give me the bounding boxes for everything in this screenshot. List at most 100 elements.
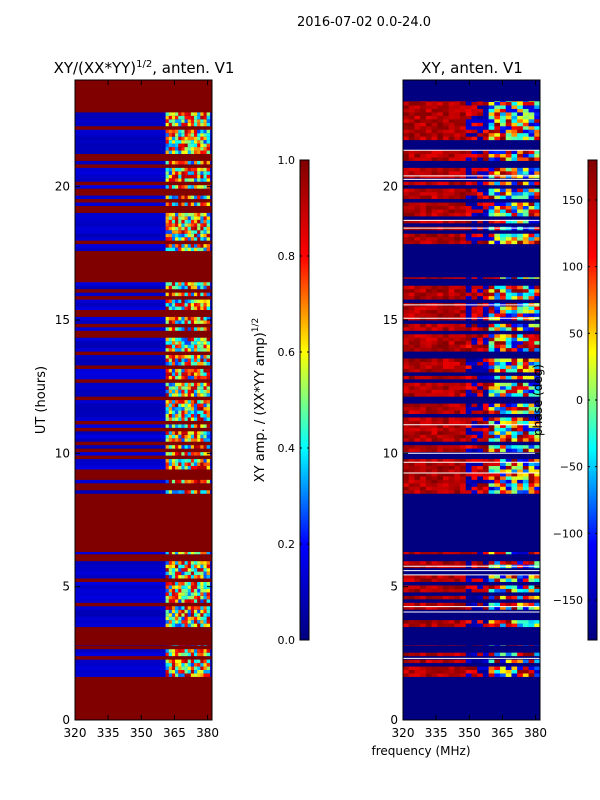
phase-cell <box>414 552 421 555</box>
phase-cell <box>505 585 512 589</box>
phase-cell <box>471 277 478 279</box>
phase-cell <box>431 482 438 487</box>
phase-cell <box>437 323 444 328</box>
phase-cell <box>425 585 432 589</box>
phase-cell <box>431 465 438 470</box>
amplitude-row <box>75 236 212 241</box>
phase-cell <box>454 476 461 480</box>
phase-cell <box>500 292 507 297</box>
amplitude-cell <box>197 406 201 411</box>
amplitude-cell <box>197 129 201 134</box>
amplitude-cell <box>175 417 179 421</box>
amplitude-cell <box>206 160 211 165</box>
amplitude-cell <box>200 392 204 397</box>
amplitude-cell <box>165 316 170 321</box>
phase-cell <box>505 101 512 102</box>
amplitude-row <box>75 382 212 387</box>
amplitude-cell <box>184 399 188 404</box>
phase-cell <box>442 101 449 102</box>
phase-ytick-label: 0 <box>390 713 398 727</box>
phase-cell <box>442 209 449 213</box>
phase-cell <box>500 344 507 349</box>
phase-axes-frame <box>402 79 541 721</box>
phase-cell <box>505 132 512 137</box>
phase-cell <box>482 326 489 331</box>
phase-cell <box>437 295 444 300</box>
amplitude-cell <box>197 403 201 408</box>
amplitude-cell <box>171 302 176 307</box>
amplitude-row <box>75 469 212 473</box>
amplitude-cell <box>171 115 176 120</box>
phase-cell <box>442 170 449 175</box>
phase-cell <box>500 375 507 380</box>
amplitude-cell <box>200 326 204 331</box>
phase-cell <box>511 574 518 579</box>
phase-cell <box>437 669 444 674</box>
phase-cell <box>471 167 478 172</box>
phase-cell <box>494 108 501 113</box>
amplitude-row <box>75 619 212 624</box>
phase-cell <box>517 424 524 428</box>
phase-cell <box>471 659 478 664</box>
phase-cell <box>534 437 540 442</box>
amplitude-cell <box>171 361 176 366</box>
phase-cell <box>517 105 524 109</box>
phase-cell <box>494 385 501 390</box>
amplitude-cell <box>200 118 204 123</box>
amplitude-cell <box>194 619 198 624</box>
amplitude-cell <box>184 434 188 439</box>
phase-cell <box>505 115 512 120</box>
amplitude-cell <box>197 385 201 390</box>
phase-cell <box>511 118 518 123</box>
amplitude-cell <box>181 424 185 428</box>
amplitude-cell <box>200 337 204 342</box>
phase-cell <box>517 361 524 366</box>
amplitude-cell <box>206 233 211 238</box>
phase-cell <box>431 424 438 428</box>
phase-cell <box>454 195 461 200</box>
amplitude-cell <box>200 619 204 624</box>
phase-cell <box>517 112 524 116</box>
phase-cell <box>448 108 455 113</box>
phase-cell <box>488 118 495 123</box>
phase-cell <box>488 240 495 245</box>
phase-cell <box>420 340 427 345</box>
phase-cell <box>471 181 478 186</box>
phase-cell <box>522 181 529 186</box>
phase-cell <box>471 375 478 380</box>
phase-cell <box>522 444 529 449</box>
phase-cell <box>460 240 467 245</box>
phase-cell <box>517 652 524 657</box>
amplitude-cell <box>190 406 195 411</box>
amplitude-cell <box>197 585 201 589</box>
phase-cell <box>505 410 512 414</box>
phase-cell <box>448 129 455 134</box>
phase-cell <box>437 427 444 432</box>
phase-cell <box>420 157 427 161</box>
phase-cell <box>420 424 427 428</box>
amplitude-cell <box>203 616 207 621</box>
amplitude-cell <box>206 444 211 449</box>
phase-cell <box>460 118 467 123</box>
phase-cell <box>437 153 444 158</box>
amplitude-cell <box>184 118 188 123</box>
phase-cell <box>500 430 507 435</box>
amplitude-cell <box>206 410 211 414</box>
phase-cell <box>448 105 455 109</box>
phase-cell <box>482 358 489 362</box>
phase-cell <box>482 469 489 473</box>
amplitude-ytick-label: 5 <box>62 580 70 594</box>
phase-cell <box>414 410 421 414</box>
phase-cell <box>494 101 501 102</box>
phase-cell <box>477 368 484 373</box>
phase-cell <box>425 358 432 362</box>
amplitude-cell <box>165 389 170 394</box>
phase-cell <box>522 427 529 432</box>
phase-cell <box>420 188 427 193</box>
amplitude-row <box>75 115 212 120</box>
phase-cell <box>431 368 438 373</box>
amplitude-cell <box>200 368 204 373</box>
phase-cell <box>465 101 472 106</box>
phase-cell <box>477 595 484 600</box>
